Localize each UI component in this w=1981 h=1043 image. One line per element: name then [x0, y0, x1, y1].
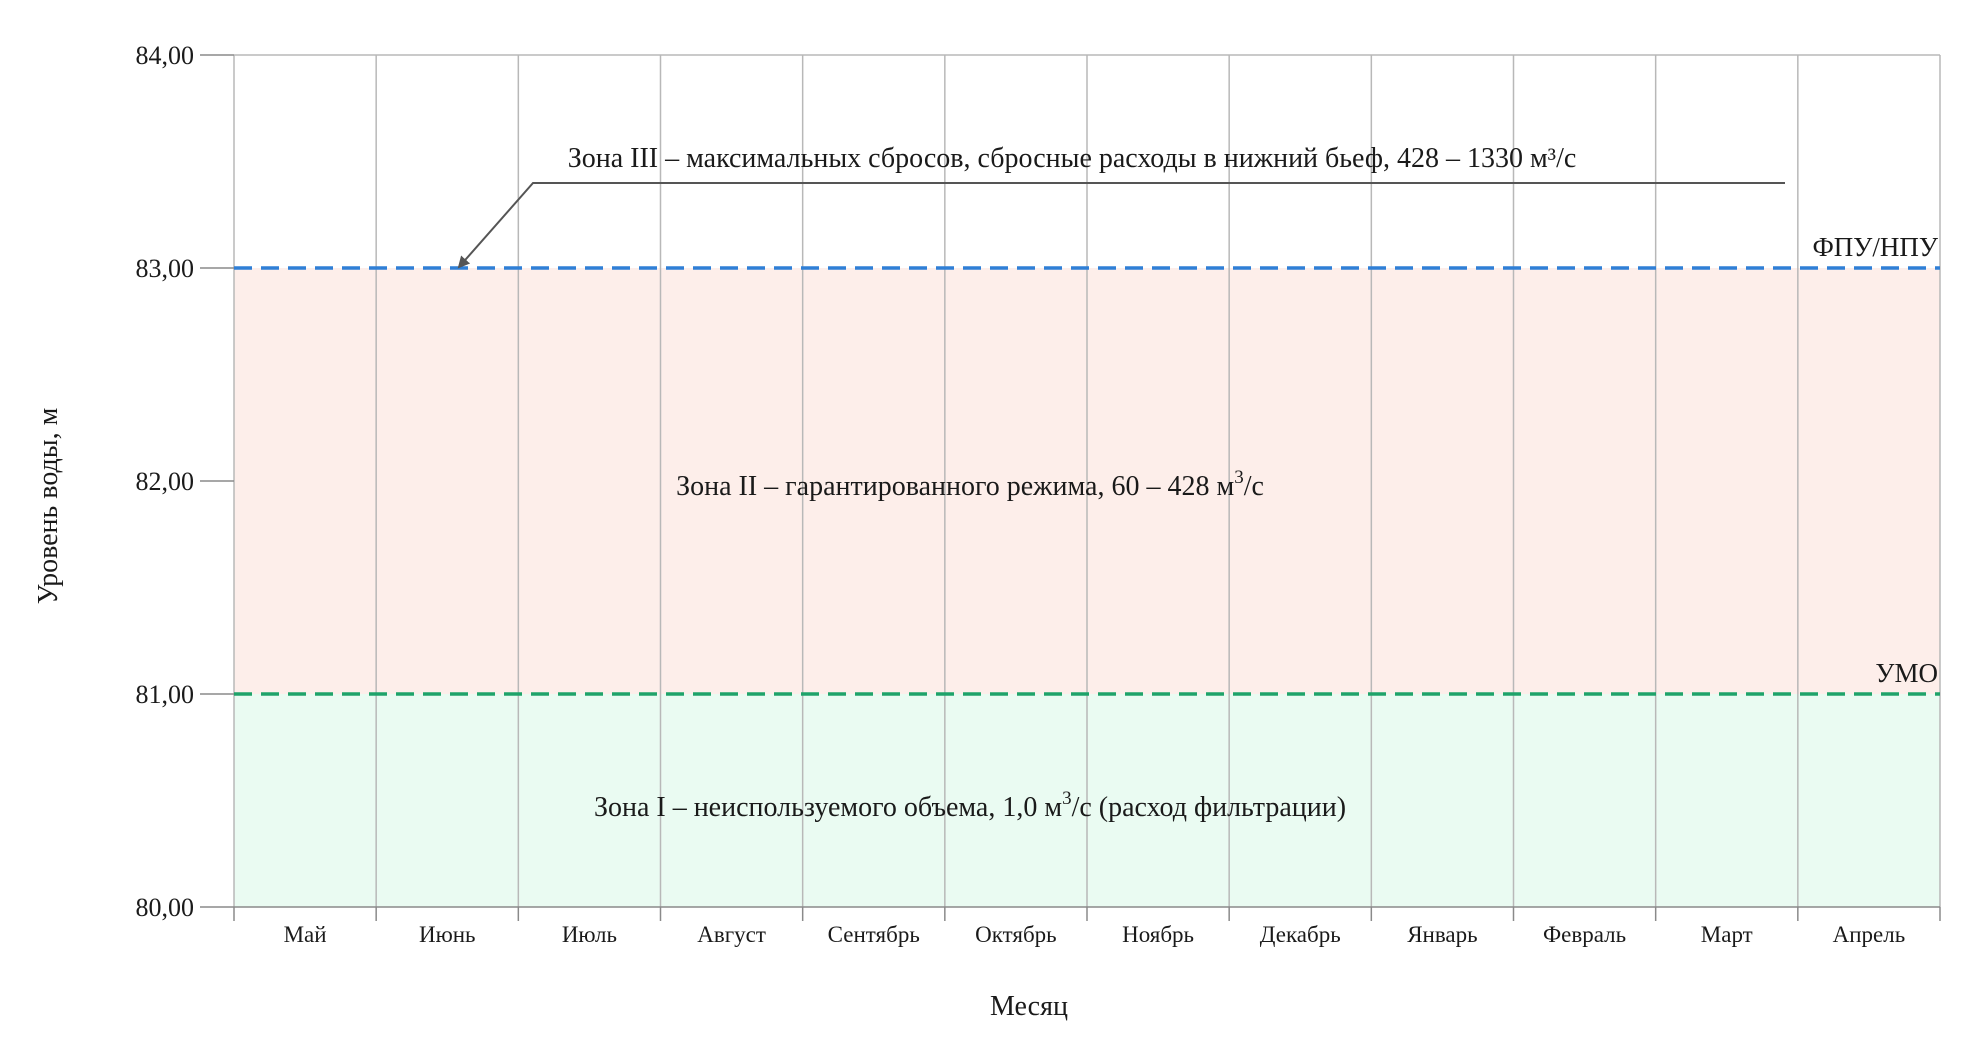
zone-label-3: Зона III – максимальных сбросов, сбросны… [568, 143, 1577, 174]
x-tick-label: Декабрь [1260, 922, 1341, 947]
y-tick-label: 84,00 [136, 41, 195, 70]
x-tick-label: Сентябрь [828, 922, 920, 947]
zone-label-2: Зона II – гарантированного режима, 60 – … [676, 467, 1264, 502]
y-tick-label: 82,00 [136, 467, 195, 496]
x-tick-label: Апрель [1833, 922, 1906, 947]
reference-line-label: УМО [1875, 658, 1938, 688]
x-tick-label: Август [697, 922, 766, 947]
vertical-gridlines [233, 54, 1941, 907]
x-tick-label: Март [1701, 922, 1753, 947]
axes: 80,00 81,00 82,00 83,00 84,00 Май Июнь Июль Авгу… [33, 41, 1941, 1022]
y-tick-label: 80,00 [136, 893, 195, 922]
x-tick-label: Январь [1407, 922, 1477, 947]
y-axis-title: Уровень воды, м [33, 407, 64, 604]
y-tick-label: 81,00 [136, 680, 195, 709]
reference-lines: ФПУ/НПУ УМО [234, 232, 1940, 696]
x-tick-label: Ноябрь [1122, 922, 1194, 947]
x-tick-label: Май [284, 922, 327, 947]
chart-labels: Зона I – неиспользуемого объема, 1,0 м3/… [457, 143, 1785, 823]
x-tick-label: Июль [562, 922, 617, 947]
reference-line-label: ФПУ/НПУ [1812, 232, 1938, 262]
y-tick-label: 83,00 [136, 254, 195, 283]
x-tick-label: Февраль [1543, 922, 1626, 947]
zone-3-leader-line [457, 182, 1785, 269]
x-tick-label: Июнь [419, 922, 476, 947]
x-tick-label: Октябрь [975, 922, 1057, 947]
x-axis-title: Месяц [990, 991, 1068, 1022]
zone-label-1: Зона I – неиспользуемого объема, 1,0 м3/… [594, 788, 1346, 823]
